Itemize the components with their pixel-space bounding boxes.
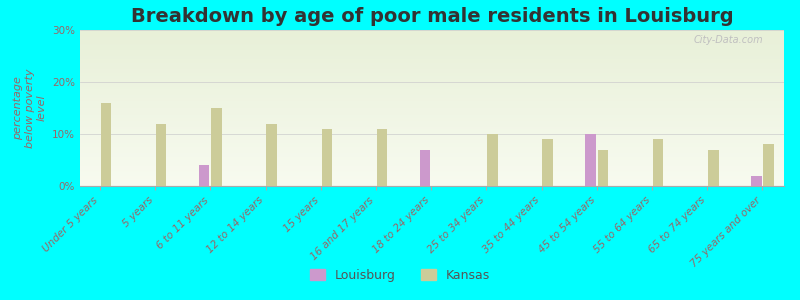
Y-axis label: percentage
below poverty
level: percentage below poverty level xyxy=(14,68,46,148)
Bar xyxy=(653,139,663,186)
Legend: Louisburg, Kansas: Louisburg, Kansas xyxy=(310,269,490,282)
Bar xyxy=(322,129,332,186)
Bar xyxy=(598,150,608,186)
Bar xyxy=(586,134,596,186)
Bar xyxy=(156,124,166,186)
Bar xyxy=(751,176,762,186)
Bar xyxy=(487,134,498,186)
Bar xyxy=(266,124,277,186)
Bar xyxy=(377,129,387,186)
Bar xyxy=(101,103,111,186)
Bar xyxy=(763,144,774,186)
Text: City-Data.com: City-Data.com xyxy=(694,35,763,45)
Bar xyxy=(542,139,553,186)
Bar xyxy=(420,150,430,186)
Bar xyxy=(199,165,210,186)
Bar xyxy=(211,108,222,186)
Bar xyxy=(708,150,718,186)
Title: Breakdown by age of poor male residents in Louisburg: Breakdown by age of poor male residents … xyxy=(130,7,734,26)
